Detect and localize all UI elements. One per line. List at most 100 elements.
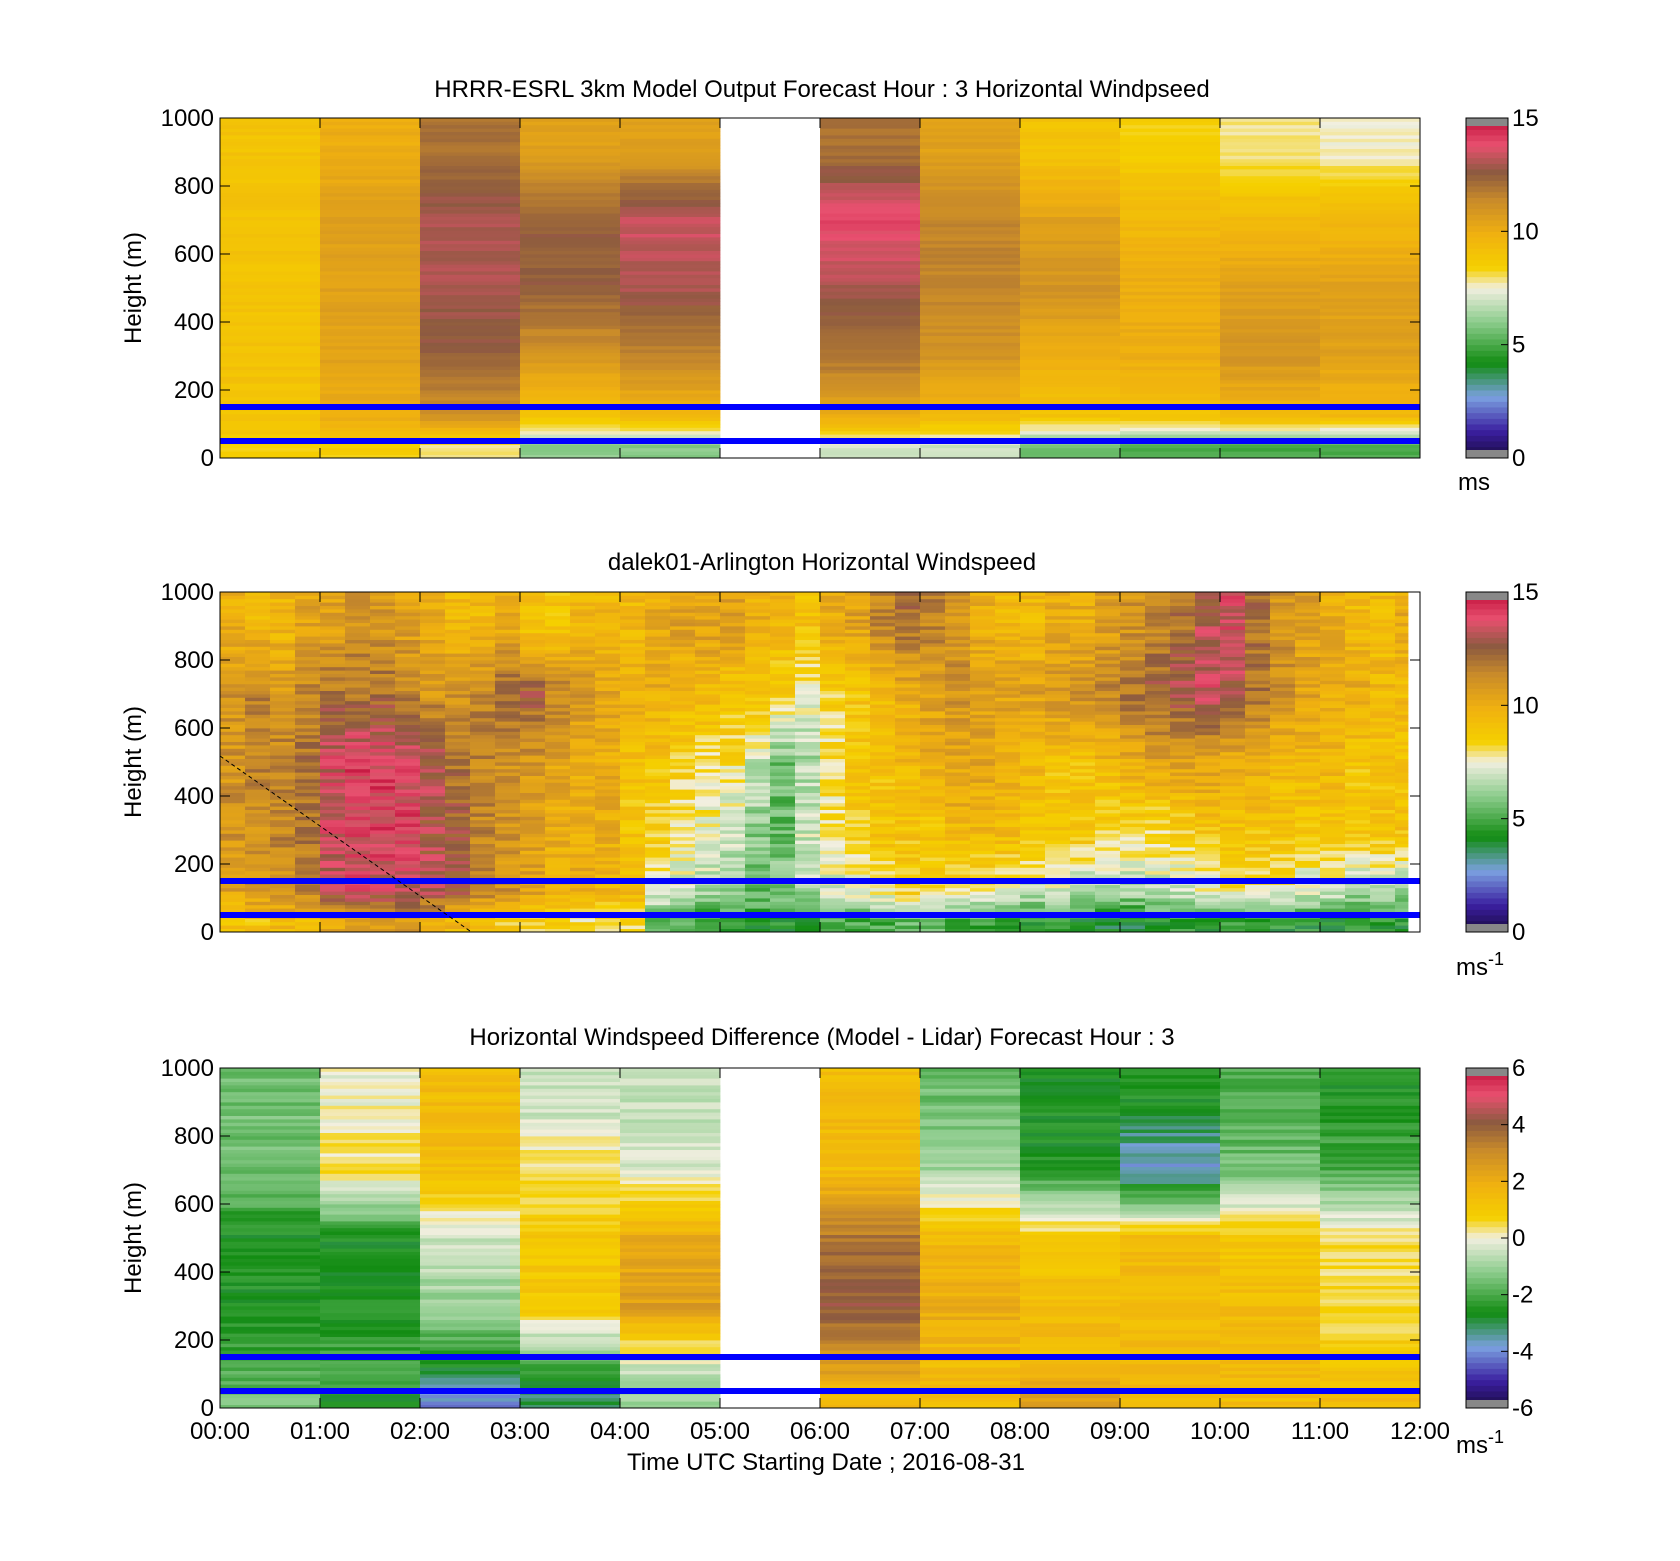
heatmap-cell	[820, 128, 921, 132]
heatmap-cell	[595, 908, 621, 912]
heatmap-cell	[845, 629, 871, 634]
heatmap-cell	[520, 734, 546, 739]
heatmap-cell	[945, 918, 971, 923]
heatmap-cell	[1095, 850, 1121, 855]
heatmap-cell	[595, 663, 621, 668]
heatmap-cell	[1045, 666, 1071, 671]
heatmap-cell	[220, 356, 321, 360]
heatmap-cell	[570, 605, 596, 610]
heatmap-cell	[620, 792, 646, 797]
heatmap-cell	[1045, 605, 1071, 610]
heatmap-cell	[795, 748, 821, 753]
heatmap-cell	[420, 413, 521, 418]
heatmap-cell	[595, 813, 621, 817]
heatmap-cell	[845, 612, 871, 617]
heatmap-cell	[520, 138, 621, 143]
heatmap-cell	[620, 315, 721, 319]
heatmap-cell	[570, 673, 596, 678]
heatmap-cell	[695, 697, 721, 702]
heatmap-cell	[1070, 639, 1096, 644]
heatmap-cell	[995, 680, 1021, 685]
heatmap-cell	[670, 670, 696, 674]
heatmap-cell	[1095, 745, 1121, 749]
heatmap-cell	[995, 673, 1021, 678]
heatmap-cell	[320, 390, 421, 394]
heatmap-cell	[720, 609, 746, 613]
heatmap-cell	[220, 619, 246, 623]
heatmap-cell	[1145, 711, 1171, 715]
heatmap-cell	[645, 632, 671, 637]
heatmap-cell	[520, 789, 546, 793]
heatmap-cell	[445, 755, 471, 759]
heatmap-cell	[320, 352, 421, 357]
heatmap-cell	[670, 663, 696, 668]
heatmap-cell	[720, 792, 746, 797]
heatmap-cell	[770, 830, 796, 834]
heatmap-cell	[645, 908, 671, 912]
heatmap-cell	[620, 711, 646, 715]
heatmap-cell	[970, 629, 996, 634]
heatmap-cell	[820, 264, 921, 268]
heatmap-cell	[1220, 148, 1321, 153]
heatmap-cell	[770, 921, 796, 926]
heatmap-cell	[670, 714, 696, 719]
heatmap-cell	[320, 118, 421, 122]
heatmap-cell	[370, 724, 396, 729]
heatmap-cell	[220, 335, 321, 340]
heatmap-cell	[670, 864, 696, 868]
heatmap-cell	[970, 632, 996, 637]
heatmap-cell	[745, 765, 771, 770]
heatmap-cell	[295, 796, 321, 800]
heatmap-cell	[520, 649, 546, 654]
heatmap-cell	[995, 687, 1021, 691]
heatmap-cell	[1095, 802, 1121, 807]
heatmap-cell	[1020, 680, 1046, 685]
heatmap-cell	[895, 768, 921, 773]
heatmap-cell	[320, 755, 346, 759]
heatmap-cell	[1020, 186, 1121, 190]
heatmap-cell	[570, 639, 596, 644]
heatmap-cell	[420, 843, 446, 848]
heatmap-cell	[320, 700, 346, 705]
heatmap-cell	[795, 850, 821, 855]
heatmap-cell	[870, 813, 896, 817]
heatmap-cell	[795, 785, 821, 790]
heatmap-cell	[895, 612, 921, 617]
heatmap-cell	[1020, 867, 1046, 872]
heatmap-cell	[345, 802, 371, 807]
y-tick-label: 400	[174, 309, 214, 336]
heatmap-cell	[995, 748, 1021, 753]
heatmap-cell	[1320, 379, 1421, 384]
heatmap-cell	[1020, 410, 1121, 415]
heatmap-cell	[545, 857, 571, 861]
heatmap-cell	[1020, 595, 1046, 600]
heatmap-cell	[695, 789, 721, 793]
heatmap-cell	[720, 925, 746, 929]
heatmap-cell	[920, 267, 1021, 272]
heatmap-cell	[720, 670, 746, 674]
heatmap-cell	[1145, 874, 1171, 878]
heatmap-cell	[470, 751, 496, 756]
heatmap-cell	[920, 731, 946, 736]
heatmap-cell	[470, 884, 496, 889]
heatmap-cell	[770, 748, 796, 753]
heatmap-cell	[470, 714, 496, 719]
heatmap-cell	[1070, 619, 1096, 623]
heatmap-cell	[720, 894, 746, 899]
heatmap-cell	[720, 867, 746, 872]
heatmap-cell	[470, 680, 496, 685]
heatmap-cell	[295, 762, 321, 766]
heatmap-cell	[1045, 683, 1071, 688]
heatmap-cell	[895, 908, 921, 912]
heatmap-cell	[245, 632, 271, 637]
heatmap-cell	[820, 646, 846, 651]
heatmap-cell	[1220, 223, 1321, 228]
heatmap-cell	[820, 230, 921, 234]
heatmap-cell	[395, 928, 421, 933]
heatmap-cell	[1020, 745, 1046, 749]
heatmap-cell	[370, 704, 396, 708]
heatmap-cell	[720, 884, 746, 889]
heatmap-cell	[470, 870, 496, 875]
heatmap-cell	[845, 748, 871, 753]
heatmap-cell	[970, 775, 996, 780]
